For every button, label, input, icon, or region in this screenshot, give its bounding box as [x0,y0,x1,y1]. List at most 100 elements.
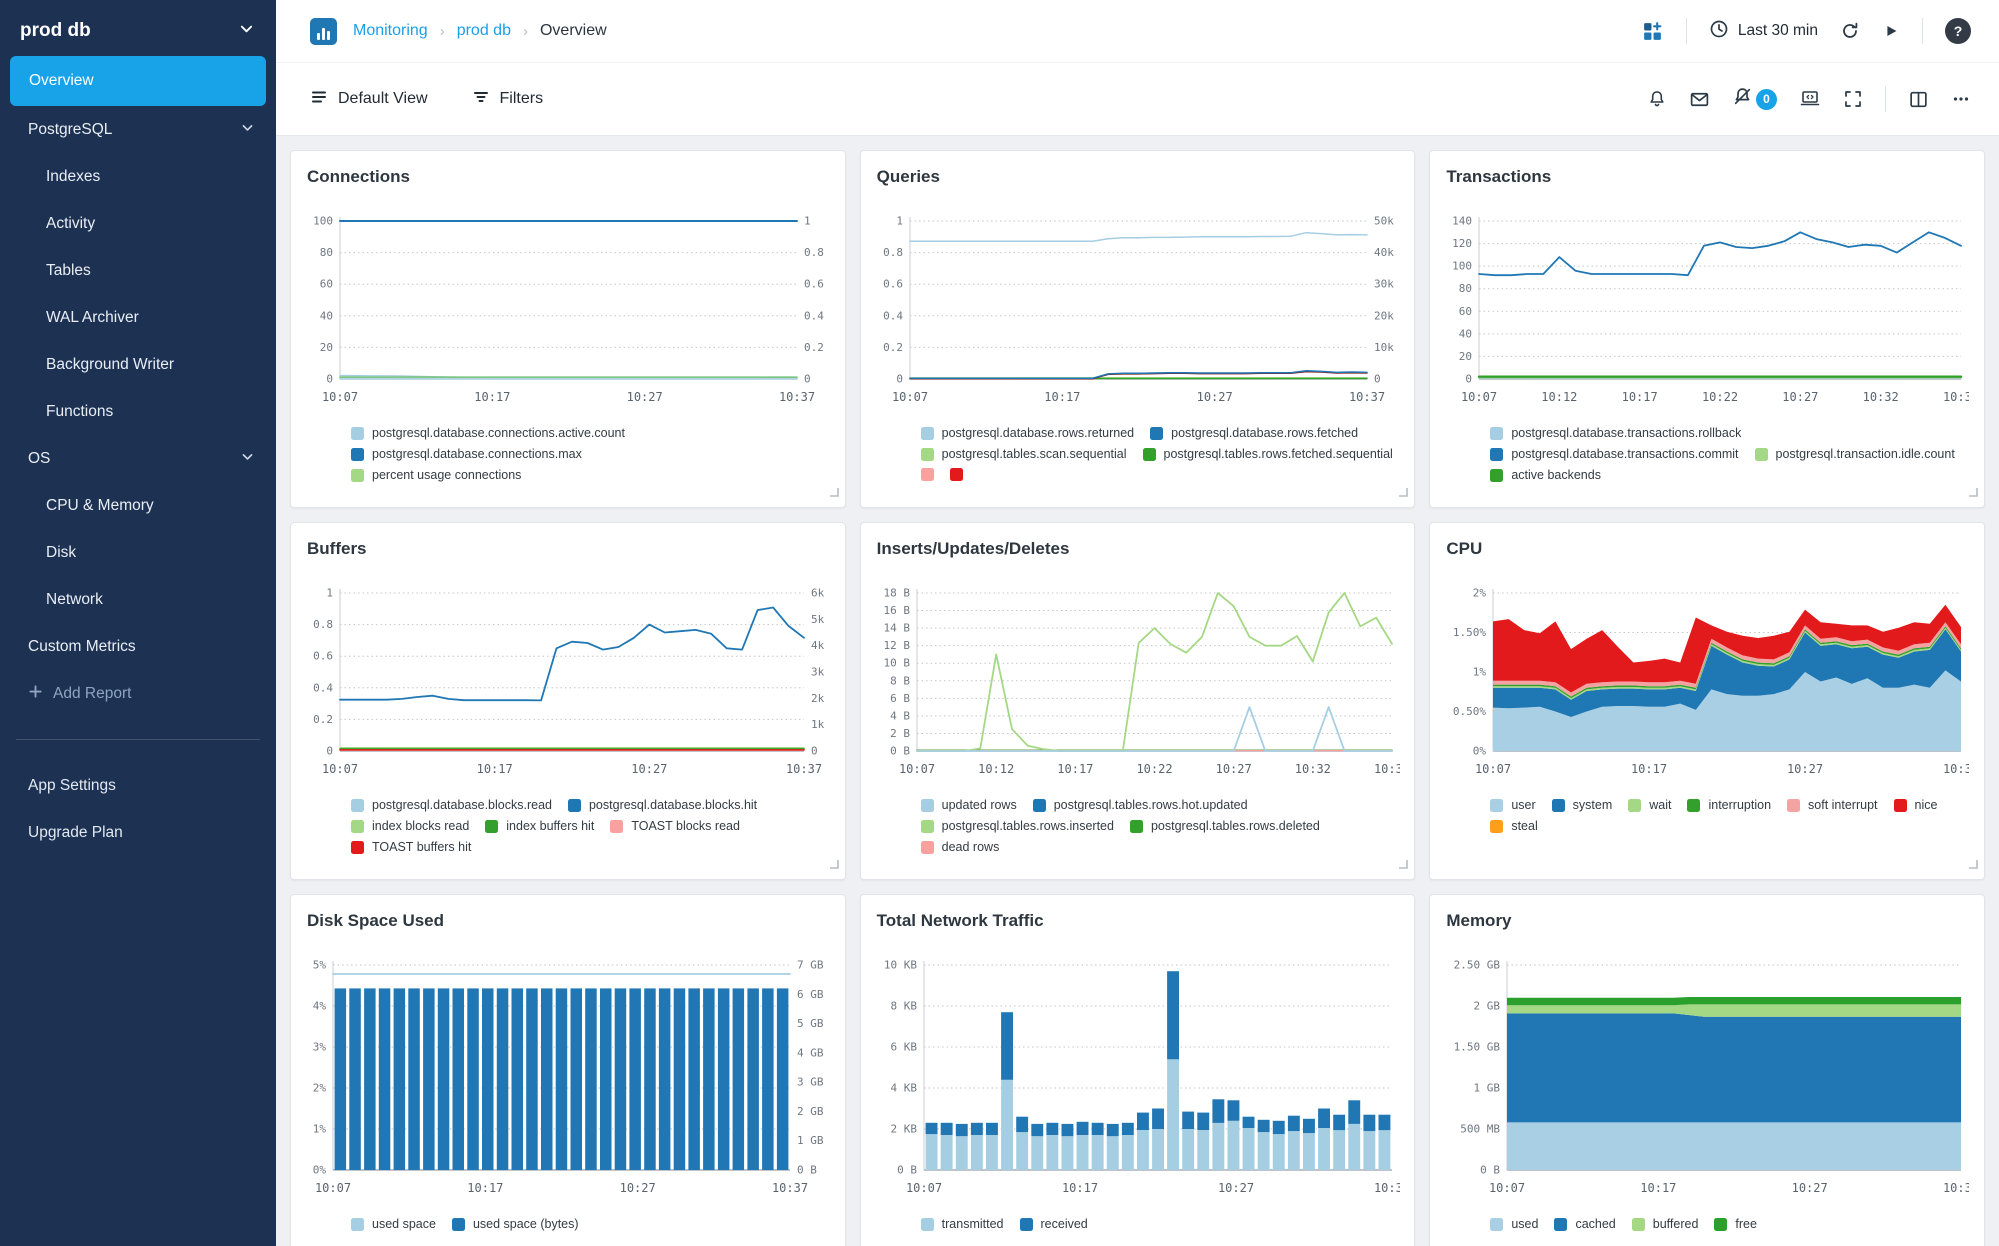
bell-icon[interactable] [1647,89,1667,109]
legend-item[interactable]: soft interrupt [1787,798,1878,812]
default-view-button[interactable]: Default View [310,88,428,111]
legend-item[interactable]: received [1019,1217,1088,1231]
legend-item[interactable]: nice [1893,798,1937,812]
legend-item[interactable]: postgresql.database.connections.active.c… [351,426,625,440]
legend-item[interactable]: postgresql.tables.rows.hot.updated [1032,798,1248,812]
legend-item[interactable] [920,468,934,481]
legend-item[interactable]: used space (bytes) [451,1217,579,1231]
legend-item[interactable]: dead rows [920,840,999,854]
legend-item[interactable]: updated rows [920,798,1017,812]
time-range-selector[interactable]: Last 30 min [1709,19,1818,44]
legend-item[interactable]: TOAST buffers hit [351,840,471,854]
legend-item[interactable]: wait [1628,798,1671,812]
legend-item[interactable]: cached [1554,1217,1616,1231]
svg-text:10:27: 10:27 [631,762,667,776]
sidebar-item-functions[interactable]: Functions [46,402,114,420]
chart-memory[interactable]: 0 B 500 MB 1 GB 1.50 GB 2 GB 2.50 GB 10:07 10:1… [1446,951,1979,1202]
dashboard-grid-icon[interactable] [1641,20,1664,43]
envelope-icon[interactable] [1689,89,1710,110]
resize-handle-icon[interactable] [1968,856,1978,874]
sidebar-item-activity[interactable]: Activity [46,214,96,232]
legend-item[interactable]: postgresql.database.transactions.rollbac… [1490,426,1741,440]
chart-queries[interactable]: 0 0.2 0.4 0.6 0.8 1 0 10k 20k 30k 40k 50k 10:07 10:17… [877,207,1400,411]
alerts-muted-control[interactable]: 0 [1732,86,1777,112]
split-columns-icon[interactable] [1908,89,1929,110]
sidebar-item-wal-archiver[interactable]: WAL Archiver [46,308,139,326]
legend-item[interactable]: postgresql.tables.rows.inserted [920,819,1114,833]
legend-item[interactable]: used [1490,1217,1538,1231]
sidebar-item-tables[interactable]: Tables [46,261,91,279]
sidebar-item-cpu-memory[interactable]: CPU & Memory [46,496,154,514]
svg-text:0 B: 0 B [897,1164,917,1177]
help-icon[interactable]: ? [1945,18,1971,44]
legend-item[interactable]: postgresql.database.blocks.hit [567,798,757,812]
breadcrumb-monitoring[interactable]: Monitoring [353,22,428,39]
resize-handle-icon[interactable] [1398,856,1409,874]
legend-item[interactable]: postgresql.transaction.idle.count [1754,447,1955,461]
legend-item[interactable]: postgresql.database.blocks.read [351,798,552,812]
legend-item[interactable]: postgresql.database.rows.returned [920,426,1134,440]
chart-total-network-traffic[interactable]: 0 B 2 KB 4 KB 6 KB 8 KB 10 KB 10:07 10:17 10:27 1… [877,951,1410,1202]
legend-item[interactable]: percent usage connections [351,468,521,482]
legend-item[interactable]: index blocks read [351,819,469,833]
legend-label: user [1511,798,1536,812]
legend-swatch [920,447,934,461]
sidebar-item-indexes[interactable]: Indexes [46,167,101,185]
breadcrumb-prod-db[interactable]: prod db [456,22,511,39]
more-options-icon[interactable] [1951,89,1971,109]
legend-item[interactable]: transmitted [920,1217,1004,1231]
resize-handle-icon[interactable] [1968,484,1978,502]
legend-item[interactable]: used space [351,1217,436,1231]
resize-handle-icon[interactable] [829,856,839,874]
instance-selector[interactable]: prod db [0,0,276,56]
chart-connections[interactable]: 0 20 40 60 80 100 0 0.2 0.4 0.6 0.8 1 10:07 10:17 10:2… [307,207,830,411]
legend-item[interactable]: postgresql.database.rows.fetched [1150,426,1358,440]
legend-item[interactable]: system [1551,798,1612,812]
legend-item[interactable]: free [1714,1217,1757,1231]
legend-label: postgresql.tables.rows.hot.updated [1053,798,1248,812]
fullscreen-icon[interactable] [1843,89,1863,109]
sidebar-item-background-writer[interactable]: Background Writer [46,355,175,373]
sidebar-group-os[interactable]: OS [0,435,276,482]
add-report-button[interactable]: Add Report [0,670,276,717]
play-icon[interactable] [1882,22,1900,40]
resize-handle-icon[interactable] [1398,484,1409,502]
chart-disk-space-used[interactable]: 0% 1% 2% 3% 4% 5% 0 B 1 GB 2 GB 3 GB 4 GB 5 GB 6 GB 7… [307,951,830,1202]
sidebar-item-network[interactable]: Network [46,590,103,608]
sidebar-item-disk[interactable]: Disk [46,543,77,561]
chart-cpu[interactable]: 0% 0.50% 1% 1.50% 2% 10:07 10:17 10:27 10:37 [1446,579,1979,783]
svg-text:10:32: 10:32 [1863,390,1899,404]
svg-text:0%: 0% [313,1164,327,1177]
svg-text:0: 0 [1374,373,1381,386]
legend-item[interactable]: index buffers hit [485,819,594,833]
sidebar-item-overview[interactable]: Overview [10,56,266,106]
chart-buffers[interactable]: 0 0.2 0.4 0.6 0.8 1 0 1k 2k 3k 4k 5k 6k 10:07 10:17 10:… [307,579,830,783]
legend-item[interactable]: postgresql.database.transactions.commit [1490,447,1739,461]
legend-item[interactable]: interruption [1687,798,1771,812]
filters-button[interactable]: Filters [472,88,543,111]
dashboard-grid: Connections 0 20 40 60 80 100 0 0.2 0.4 0.6 0.8 1 10… [276,136,1999,1246]
legend-item[interactable]: active backends [1490,468,1601,482]
legend-swatch [920,468,934,481]
legend-item[interactable] [949,468,963,481]
refresh-icon[interactable] [1840,21,1860,41]
chart-legend: postgresql.database.blocks.read postgresq… [351,798,829,854]
legend-item[interactable]: steal [1490,819,1538,833]
legend-item[interactable]: TOAST blocks read [610,819,740,833]
legend-item[interactable]: postgresql.tables.rows.fetched.sequentia… [1142,447,1393,461]
legend-item[interactable]: postgresql.tables.rows.deleted [1129,819,1320,833]
legend-item[interactable]: buffered [1631,1217,1698,1231]
sidebar-item-upgrade-plan[interactable]: Upgrade Plan [28,823,123,841]
svg-text:0: 0 [804,373,811,386]
console-icon[interactable] [1799,88,1821,110]
sidebar-item-app-settings[interactable]: App Settings [28,776,116,794]
chart-inserts-updates-deletes[interactable]: 0 B 2 B 4 B 6 B 8 B 10 B 12 B 14 B 16 B 18 B 10:07… [877,579,1410,783]
legend-item[interactable]: postgresql.database.connections.max [351,447,582,461]
legend-label: steal [1511,819,1538,833]
resize-handle-icon[interactable] [829,484,839,502]
sidebar-group-postgresql[interactable]: PostgreSQL [0,106,276,153]
legend-item[interactable]: user [1490,798,1536,812]
chart-transactions[interactable]: 0 20 40 60 80 100 120 140 10:07 10:12 10:17 10:22 10… [1446,207,1979,411]
legend-item[interactable]: postgresql.tables.scan.sequential [920,447,1127,461]
sidebar-group-custom-metrics[interactable]: Custom Metrics [28,637,136,655]
